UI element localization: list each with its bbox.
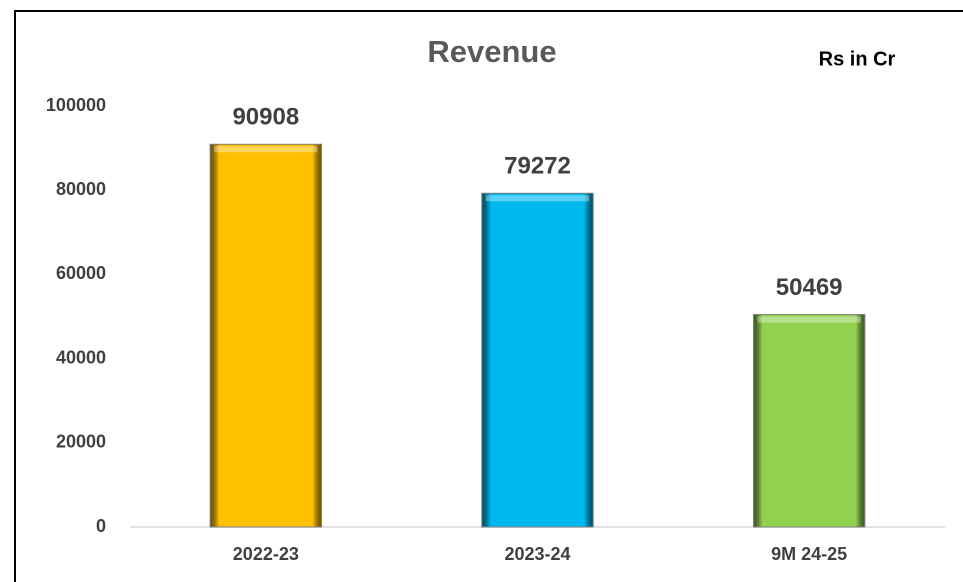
x-tick-label: 9M 24-25	[771, 544, 847, 564]
x-tick-label: 2023-24	[504, 544, 570, 564]
y-tick-label: 0	[96, 516, 106, 536]
bar-highlight	[485, 195, 590, 202]
y-tick-label: 40000	[56, 347, 106, 367]
bar-highlight	[214, 146, 318, 153]
chart-title: Revenue	[427, 34, 556, 69]
data-label: 90908	[232, 104, 299, 131]
y-tick-label: 20000	[56, 432, 106, 452]
unit-annotation: Rs in Cr	[819, 48, 896, 70]
data-label: 79272	[504, 153, 571, 180]
bar-highlight	[757, 316, 861, 323]
bar	[209, 143, 323, 528]
bar	[752, 314, 866, 528]
y-tick-label: 80000	[56, 179, 106, 199]
y-tick-label: 60000	[56, 263, 106, 283]
bar	[481, 192, 594, 528]
y-tick-label: 100000	[46, 95, 106, 115]
x-tick-label: 2022-23	[233, 544, 299, 564]
data-label: 50469	[776, 274, 843, 301]
